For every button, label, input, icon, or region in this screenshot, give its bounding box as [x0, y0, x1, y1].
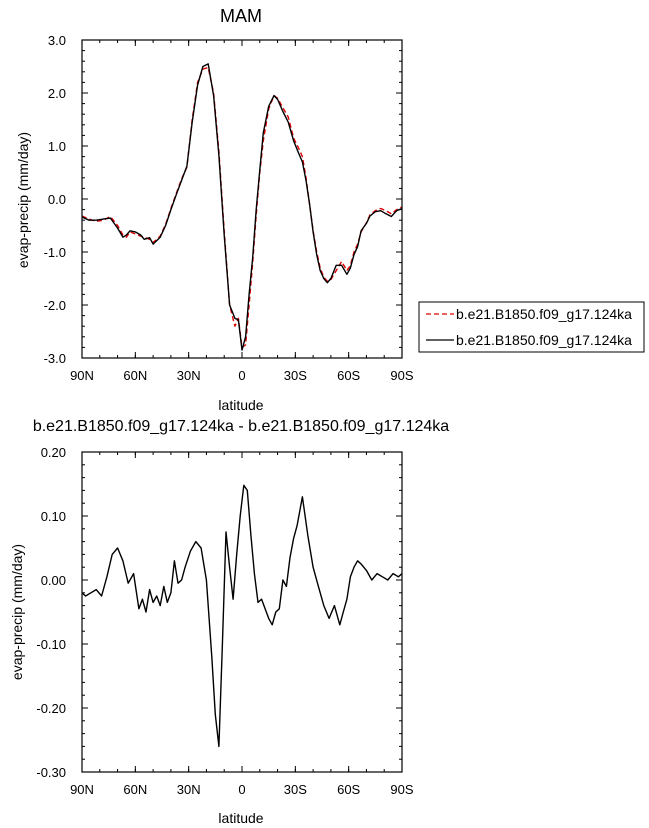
top-y-tick-label: 0.0 [48, 192, 66, 207]
bottom-x-tick-label: 90N [70, 782, 94, 797]
bottom-x-tick-label: 30S [284, 782, 307, 797]
bottom-chart-title: b.e21.B1850.f09_g17.124ka - b.e21.B1850.… [33, 418, 449, 435]
bottom-x-tick-label: 30N [177, 782, 201, 797]
top-x-tick-label: 0 [238, 368, 245, 383]
top-y-tick-label: 3.0 [48, 33, 66, 48]
top-x-tick-label: 60N [123, 368, 147, 383]
legend-label-series-1: b.e21.B1850.f09_g17.124ka [456, 306, 632, 322]
top-y-tick-label: 1.0 [48, 139, 66, 154]
top-y-tick-label: -3.0 [44, 351, 66, 366]
top-y-tick-label: 2.0 [48, 86, 66, 101]
top-x-tick-label: 30N [177, 368, 201, 383]
top-chart-title: MAM [220, 6, 262, 26]
bottom-y-tick-label: 0.10 [41, 509, 66, 524]
bottom-y-axis-label: evap-precip (mm/day) [9, 544, 25, 680]
top-plot-frame [81, 39, 403, 359]
top-y-tick-label: -1.0 [44, 245, 66, 260]
legend: b.e21.B1850.f09_g17.124ka b.e21.B1850.f0… [418, 301, 645, 353]
bottom-y-tick-label: -0.20 [36, 701, 66, 716]
top-x-tick-label: 60S [337, 368, 360, 383]
bottom-x-tick-label: 60S [337, 782, 360, 797]
top-x-tick-label: 90S [390, 368, 413, 383]
bottom-x-tick-label: 90S [390, 782, 413, 797]
top-x-tick-label: 90N [70, 368, 94, 383]
top-y-axis-label: evap-precip (mm/day) [15, 132, 31, 268]
bottom-x-tick-label: 60N [123, 782, 147, 797]
legend-label-series-2: b.e21.B1850.f09_g17.124ka [456, 332, 632, 348]
bottom-plot-frame [81, 451, 403, 773]
bottom-y-tick-label: 0.20 [41, 445, 66, 460]
top-series-line-1 [81, 66, 403, 349]
top-y-tick-label: -2.0 [44, 298, 66, 313]
bottom-y-tick-label: 0.00 [41, 573, 66, 588]
top-panel: MAM evap-precip (mm/day) latitude 90N 60N… [15, 6, 414, 413]
bottom-series-line-1 [81, 484, 403, 748]
top-x-axis-label: latitude [218, 397, 263, 413]
bottom-y-tick-label: -0.30 [36, 765, 66, 780]
top-x-tick-label: 30S [284, 368, 307, 383]
bottom-axis-ticks: 90N 60N 30N 0 30S 60S 90S 0.20 0.10 0.00 -0.10 -0.2… [36, 445, 414, 797]
top-series-lines [81, 63, 403, 351]
legend-box [418, 301, 645, 353]
top-axis-ticks: 90N 60N 30N 0 30S 60S 90S 3.0 2.0 1.0 0.0 -1.0 -2.0 -… [44, 33, 414, 383]
bottom-panel: b.e21.B1850.f09_g17.124ka - b.e21.B1850.… [9, 418, 449, 826]
bottom-y-tick-label: -0.10 [36, 637, 66, 652]
bottom-x-tick-label: 0 [238, 782, 245, 797]
bottom-x-axis-label: latitude [218, 810, 263, 826]
bottom-series-lines [81, 484, 403, 748]
top-series-line-2 [81, 63, 403, 351]
